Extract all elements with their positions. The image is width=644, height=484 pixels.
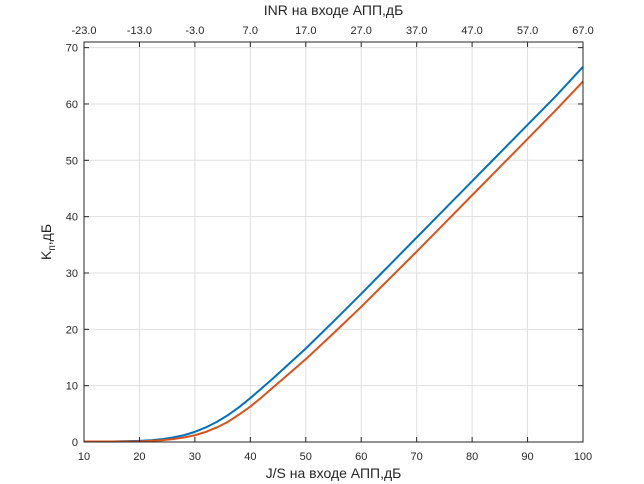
x-tick-label: 40 bbox=[244, 451, 256, 463]
y-tick-label: 0 bbox=[72, 437, 78, 449]
y-tick-label: 50 bbox=[66, 155, 78, 167]
y-axis-label-subscript: п bbox=[47, 245, 58, 250]
plot-frame bbox=[83, 41, 584, 443]
x-tick-label: 60 bbox=[355, 451, 367, 463]
series-lines bbox=[84, 66, 584, 443]
y-tick-label: 20 bbox=[66, 324, 78, 336]
x-axis-label: J/S на входе АПП,дБ bbox=[266, 465, 402, 481]
y-axis-label-unit: ,дБ bbox=[38, 224, 54, 245]
y-tick-labels: 0 10 20 30 40 50 60 70 bbox=[66, 43, 78, 449]
series-line-1 bbox=[84, 66, 584, 443]
top-x-tick-label: -3.0 bbox=[185, 25, 204, 37]
y-tick-label: 60 bbox=[66, 99, 78, 111]
series-line-2 bbox=[84, 80, 584, 443]
x-tick-label: 70 bbox=[411, 451, 423, 463]
y-axis-label: Kп,дБ bbox=[38, 224, 58, 260]
x-tick-label: 10 bbox=[78, 451, 90, 463]
top-x-tick-label: -13.0 bbox=[127, 25, 152, 37]
top-x-axis-label: INR на входе АПП,дБ bbox=[264, 2, 404, 18]
x-tick-labels: 10 20 30 40 50 60 70 80 90 100 bbox=[78, 451, 592, 463]
top-x-tick-label: -23.0 bbox=[71, 25, 96, 37]
top-x-tick-label: 37.0 bbox=[406, 25, 427, 37]
top-x-tick-label: 27.0 bbox=[351, 25, 372, 37]
x-tick-label: 100 bbox=[574, 451, 592, 463]
top-x-tick-label: 7.0 bbox=[243, 25, 258, 37]
x-tick-label: 80 bbox=[466, 451, 478, 463]
top-x-tick-labels: -23.0 -13.0 -3.0 7.0 17.0 27.0 37.0 47.0 57.0 67.… bbox=[71, 25, 593, 37]
x-tick-label: 20 bbox=[133, 451, 145, 463]
top-x-tick-label: 67.0 bbox=[572, 25, 593, 37]
top-x-tick-label: 57.0 bbox=[517, 25, 538, 37]
y-axis-label-main: K bbox=[38, 250, 54, 260]
y-tick-label: 70 bbox=[66, 43, 78, 55]
tick-marks bbox=[83, 42, 584, 443]
top-x-tick-label: 47.0 bbox=[461, 25, 482, 37]
top-x-tick-label: 17.0 bbox=[295, 25, 316, 37]
y-tick-label: 30 bbox=[66, 268, 78, 280]
y-tick-label: 40 bbox=[66, 212, 78, 224]
x-tick-label: 90 bbox=[521, 451, 533, 463]
y-tick-label: 10 bbox=[66, 381, 78, 393]
x-tick-label: 50 bbox=[300, 451, 312, 463]
plot-area bbox=[84, 42, 583, 442]
x-tick-label: 30 bbox=[189, 451, 201, 463]
